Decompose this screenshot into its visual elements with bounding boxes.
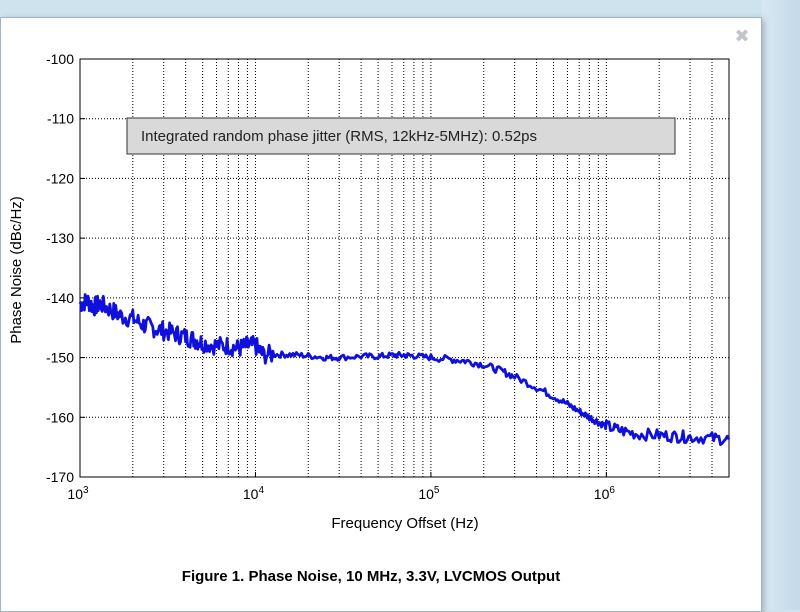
y-tick-label: -140 [46,290,74,306]
y-tick-label: -130 [46,230,74,246]
series-layer [78,293,731,446]
y-tick-label: -150 [46,350,74,366]
y-tick-label: -100 [46,51,74,67]
x-tick-label: 103 [67,485,89,502]
x-axis-label: Frequency Offset (Hz) [331,515,478,532]
phase-noise-series-line [78,293,731,446]
x-tick-label: 104 [243,485,265,502]
figure-dialog [0,17,762,612]
y-tick-label: -120 [46,170,74,186]
desktop-background-strip [762,0,800,610]
figure-caption: Figure 1. Phase Noise, 10 MHz, 3.3V, LVC… [182,568,560,585]
y-tick-label: -110 [47,111,74,127]
x-tick-label: 106 [594,485,616,502]
y-axis-ticks: -100 -110 -120 -130 -140 -150 -160 -170 [46,51,85,485]
y-axis-label: Phase Noise (dBc/Hz) [8,196,25,344]
close-icon[interactable]: ✖ [734,26,750,46]
y-tick-label: -170 [46,469,74,485]
x-tick-label: 105 [418,485,440,502]
annotation-text: Integrated random phase jitter (RMS, 12k… [141,128,537,145]
plot-frame [79,58,730,478]
y-tick-label: -160 [46,409,74,425]
annotation-box: Integrated random phase jitter (RMS, 12k… [126,117,676,155]
